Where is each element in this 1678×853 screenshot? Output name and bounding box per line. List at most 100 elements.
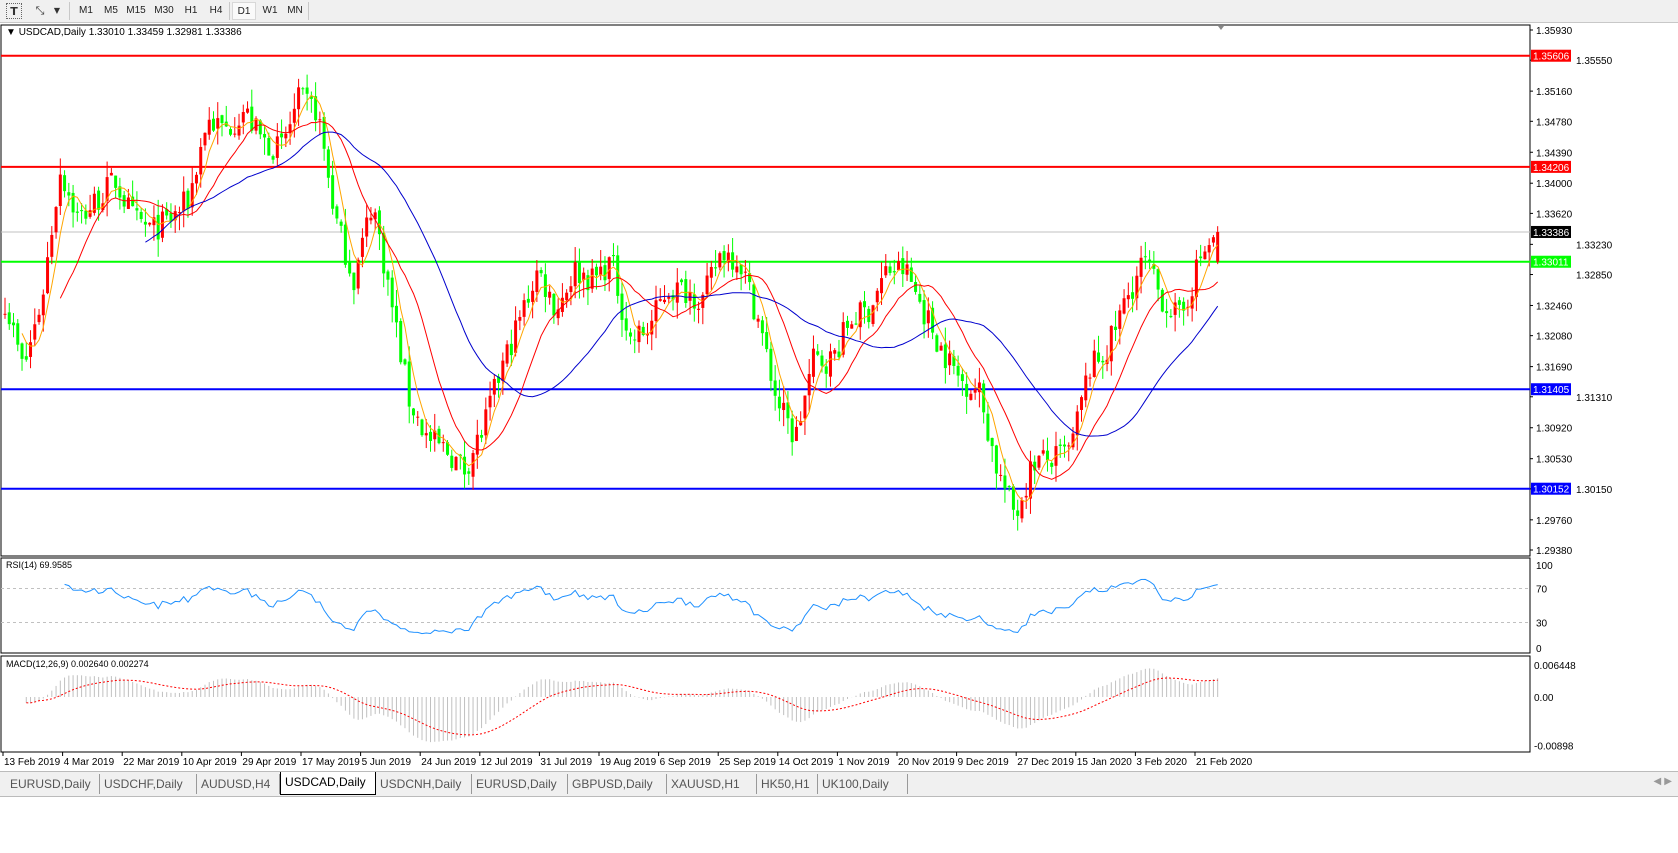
candle-body	[1122, 298, 1126, 314]
date-axis-label: 24 Jun 2019	[421, 757, 476, 768]
tab-usdchf-daily[interactable]: USDCHF,Daily	[100, 774, 197, 794]
candle-body	[407, 361, 411, 407]
candle-body	[714, 267, 718, 269]
candle-body	[484, 409, 488, 436]
price-level-tag	[1531, 383, 1571, 396]
timeframe-m5-button[interactable]: M5	[104, 5, 118, 16]
candle-body	[365, 217, 369, 237]
timeframe-h1-button[interactable]: H1	[184, 5, 198, 16]
candle-body	[509, 343, 513, 356]
candle-body	[786, 402, 790, 419]
candle-body	[41, 294, 45, 316]
candle-body	[394, 305, 398, 323]
candle-body	[1033, 461, 1037, 471]
rsi-panel-frame	[0, 557, 1531, 654]
candle-body	[1071, 433, 1075, 448]
tab-gbpusd-daily[interactable]: GBPUSD,Daily	[568, 774, 667, 794]
date-axis-label: 27 Dec 2019	[1017, 757, 1074, 768]
price-level-tag	[1531, 225, 1571, 238]
candle-body	[33, 324, 37, 340]
tab-usdcnh-daily[interactable]: USDCNH,Daily	[376, 774, 472, 794]
candle-body	[305, 87, 309, 94]
price-level-tag-label: 1.33386	[1533, 228, 1570, 239]
date-axis-label: 4 Mar 2019	[64, 757, 115, 768]
candle-body	[607, 257, 611, 280]
tab-scroll-arrows-icon[interactable]: ◀ ▶	[1653, 776, 1672, 787]
candle-body	[1156, 269, 1160, 290]
timeframe-m1-button[interactable]: M1	[79, 5, 93, 16]
candle-body	[790, 418, 794, 443]
candle-body	[309, 95, 313, 99]
tab-audusd-h4[interactable]: AUDUSD,H4	[197, 774, 280, 794]
tab-eurusd-daily[interactable]: EURUSD,Daily	[472, 774, 568, 794]
candle-body	[267, 138, 271, 156]
candle-body	[416, 416, 420, 418]
candle-body	[1037, 455, 1041, 468]
date-axis-label: 3 Feb 2020	[1136, 757, 1187, 768]
candle-body	[326, 149, 330, 178]
line-tools-icon[interactable]: ⤡	[35, 4, 45, 17]
toolbar-separator	[69, 2, 70, 20]
collapse-triangle-icon[interactable]: ▼	[6, 27, 16, 38]
timeframe-m30-button[interactable]: M30	[154, 5, 174, 16]
candle-body	[646, 334, 650, 336]
tab-usdcad-daily[interactable]: USDCAD,Daily	[280, 772, 376, 795]
moving-average-34-line	[145, 131, 1219, 437]
candle-body	[820, 355, 824, 366]
price-axis-label: 1.34390	[1536, 148, 1573, 159]
candle-body	[688, 291, 692, 301]
candle-body	[152, 217, 156, 226]
candle-body	[1041, 450, 1045, 454]
price-axis-label: 1.32850	[1576, 271, 1613, 282]
candle-body	[722, 251, 726, 261]
candle-body	[284, 133, 288, 139]
timeframe-m15-button[interactable]: M15	[126, 5, 146, 16]
candle-body	[837, 351, 841, 358]
candle-body	[565, 292, 569, 301]
timeframe-w1-button[interactable]: W1	[262, 5, 278, 16]
candle-body	[628, 332, 632, 337]
candle-body	[777, 396, 781, 409]
price-axis-label: 1.30150	[1576, 485, 1613, 496]
candle-body	[126, 197, 130, 209]
candle-body	[569, 286, 573, 293]
candle-body	[514, 320, 518, 353]
candle-body	[599, 266, 603, 275]
candle-body	[1169, 315, 1173, 318]
candle-body	[114, 175, 118, 188]
candle-body	[1148, 259, 1152, 262]
chart-window[interactable]: 1.35930 1.35550 1.35160 1.34780 1.34390 1.340…	[0, 23, 1678, 768]
price-axis-label: 1.34780	[1536, 117, 1573, 128]
dropdown-arrow-icon[interactable]: ▼	[53, 6, 61, 15]
tab-xauusd-h1[interactable]: XAUUSD,H1	[667, 774, 757, 794]
timeframe-d1-button[interactable]: D1	[232, 2, 256, 20]
tab-hk50-h1[interactable]: HK50,H1	[757, 774, 818, 794]
chart-header: ▼ USDCAD,Daily 1.33010 1.33459 1.32981 1…	[6, 27, 242, 38]
candle-body	[429, 431, 432, 441]
price-axis-label: 1.32460	[1536, 301, 1573, 312]
candle-body	[526, 298, 530, 303]
timeframe-mn-button[interactable]: MN	[287, 5, 303, 16]
price-level-tag-label: 1.35606	[1533, 52, 1570, 63]
candle-body	[343, 224, 347, 265]
candle-body	[1097, 352, 1101, 362]
candle-body	[37, 314, 41, 323]
candle-body	[143, 221, 147, 225]
candle-body	[667, 296, 671, 299]
candle-body	[339, 221, 343, 226]
timeframe-h4-button[interactable]: H4	[209, 5, 223, 16]
chart-canvas[interactable]: 1.35930 1.35550 1.35160 1.34780 1.34390 1.340…	[0, 23, 1678, 768]
candle-body	[773, 380, 777, 396]
date-axis-label: 17 May 2019	[302, 757, 360, 768]
candle-body	[501, 360, 505, 381]
candle-body	[828, 351, 832, 377]
tab-eurusd-daily[interactable]: EURUSD,Daily	[6, 774, 100, 794]
candle-body	[858, 302, 862, 328]
candle-body	[1003, 475, 1007, 489]
text-label-icon[interactable]: T	[6, 3, 22, 19]
candle-body	[182, 191, 186, 212]
candle-body	[186, 190, 190, 210]
candle-body	[1165, 311, 1169, 314]
tab-uk100-daily[interactable]: UK100,Daily	[818, 774, 908, 794]
candle-body	[654, 300, 658, 322]
